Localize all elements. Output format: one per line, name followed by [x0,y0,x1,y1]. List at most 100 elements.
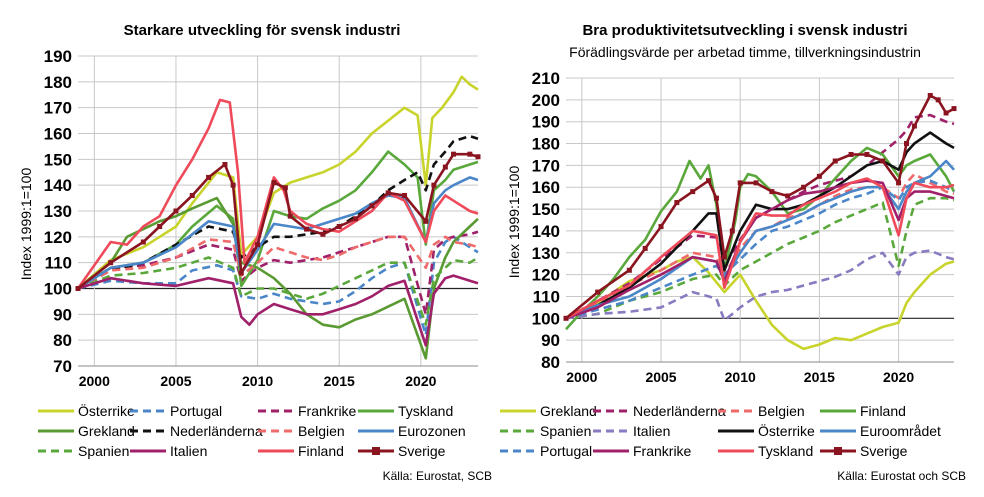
right-sverige-marker [658,224,664,230]
right-chart-subtitle: Förädlingsvärde per arbetad timme, tillv… [569,44,921,60]
left-sverige-marker [353,216,359,222]
left-series-finland [76,98,479,290]
right-sverige-marker [563,315,569,321]
left-legend-label: Portugal [170,403,222,419]
left-x-tick-label: 2020 [405,373,436,389]
right-y-tick-label: 130 [532,244,560,263]
right-legend-label: Sverige [860,443,908,459]
left-x-tick-label: 2000 [79,373,110,389]
left-sverige-marker [75,286,81,291]
right-legend: Grekland Nederländerna Belgien Finland Spani… [500,403,941,459]
right-series-portugal [565,179,955,320]
left-source-note: Källa: Eurostat, SCB [383,469,492,483]
right-sverige-marker [880,158,886,164]
left-y-tick-label: 160 [44,125,72,144]
right-y-tick-label: 210 [532,69,560,88]
right-y-tick-label: 200 [532,91,560,110]
right-legend-label: Nederländerna [633,403,726,419]
left-legend-label: Finland [298,443,344,459]
left-y-tick-label: 180 [44,73,72,92]
left-sverige-marker [238,270,244,276]
left-sverige-marker [108,260,114,266]
right-sverige-marker [753,180,759,186]
right-sverige-marker [737,180,743,186]
left-sverige-marker [287,213,293,219]
right-legend-label: Spanien [540,423,591,439]
left-sverige-marker [230,182,236,188]
left-chart-ylabel: Index 1999:1=100 [18,168,34,281]
right-series-grekland [565,255,955,351]
right-sverige-marker [864,151,870,157]
left-sverige-marker [222,162,228,167]
right-legend-label: Portugal [540,443,592,459]
left-series-italien [77,274,479,347]
right-x-tick-label: 2010 [725,369,756,385]
left-y-tick-label: 110 [45,254,72,273]
left-series-österrike [77,75,479,290]
right-y-tick-label: 150 [532,200,560,219]
right-y-tick-label: 80 [541,353,560,372]
left-sverige-marker [423,218,429,224]
right-legend-label: Finland [860,403,906,419]
left-series-grekland [77,196,479,360]
right-y-tick-label: 190 [532,113,560,132]
left-legend-label: Belgien [298,423,345,439]
right-sverige-marker [595,289,601,295]
right-x-tick-label: 2000 [566,369,597,385]
left-series-sverige [77,152,479,290]
left-legend-label: Frankrike [298,403,357,419]
left-sverige-marker [304,226,310,232]
left-sverige-marker [282,185,288,191]
right-sverige-marker [674,200,680,206]
right-series-italien [565,249,955,322]
right-y-tick-label: 90 [541,331,560,350]
left-sverige-marker [385,190,391,196]
right-x-tick-label: 2005 [645,369,676,385]
right-series-spanien [565,196,955,320]
right-chart-title: Bra produktivitetsutveckling i svensk in… [582,22,907,39]
left-y-tick-label: 70 [53,357,72,376]
right-source-note: Källa: Eurostat och SCB [837,469,966,483]
left-sverige-marker [206,174,212,180]
right-legend-label: Tyskland [758,443,813,459]
right-sverige-marker [713,195,719,201]
left-y-tick-label: 120 [44,228,72,247]
left-series-belgien [77,235,479,290]
right-sverige-marker [706,178,712,184]
right-x-tick-label: 2015 [804,369,835,385]
left-sverige-marker [336,224,342,229]
right-sverige-marker [721,254,727,260]
left-y-tick-label: 80 [53,331,72,350]
right-sverige-marker [911,123,917,129]
right-x-tick-label: 2020 [883,369,914,385]
left-series-spanien [77,256,479,327]
right-sverige-marker [848,151,854,157]
left-legend-label: Italien [170,443,207,459]
right-y-tick-label: 100 [532,309,560,328]
right-legend-label: Österrike [758,422,815,439]
right-sverige-marker [951,106,957,112]
left-series-eurozonen [77,176,479,290]
left-x-tick-label: 2005 [160,373,191,389]
left-series-frankrike [77,230,479,316]
right-legend-label: Belgien [758,403,805,419]
left-y-tick-label: 190 [44,47,72,66]
right-sverige-marker [927,92,933,98]
left-sverige-marker [157,224,163,229]
left-legend-label: Nederländerna [170,423,263,439]
right-series-nederländerna [565,113,955,320]
left-sverige-marker [140,239,146,245]
left-sverige-marker [475,154,481,160]
right-series-sverige [565,94,955,320]
left-plot-area: 70 80 90 100 110 120 130 140 150 160 170 180 190 2000… [44,47,481,389]
left-sverige-marker [271,180,277,186]
right-legend-label: Euroområdet [860,423,941,439]
left-legend-label: Spanien [78,443,129,459]
left-sverige-marker [173,208,179,214]
left-legend-label: Eurozonen [398,423,466,439]
left-y-tick-label: 130 [44,202,72,221]
left-legend: Österrike Portugal Frankrike Tyskland Grekla… [38,402,466,459]
right-plot-area: 80 90 100 110 120 130 140 150 160 170 180 190 200 210… [532,69,957,385]
left-y-tick-label: 150 [44,150,72,169]
